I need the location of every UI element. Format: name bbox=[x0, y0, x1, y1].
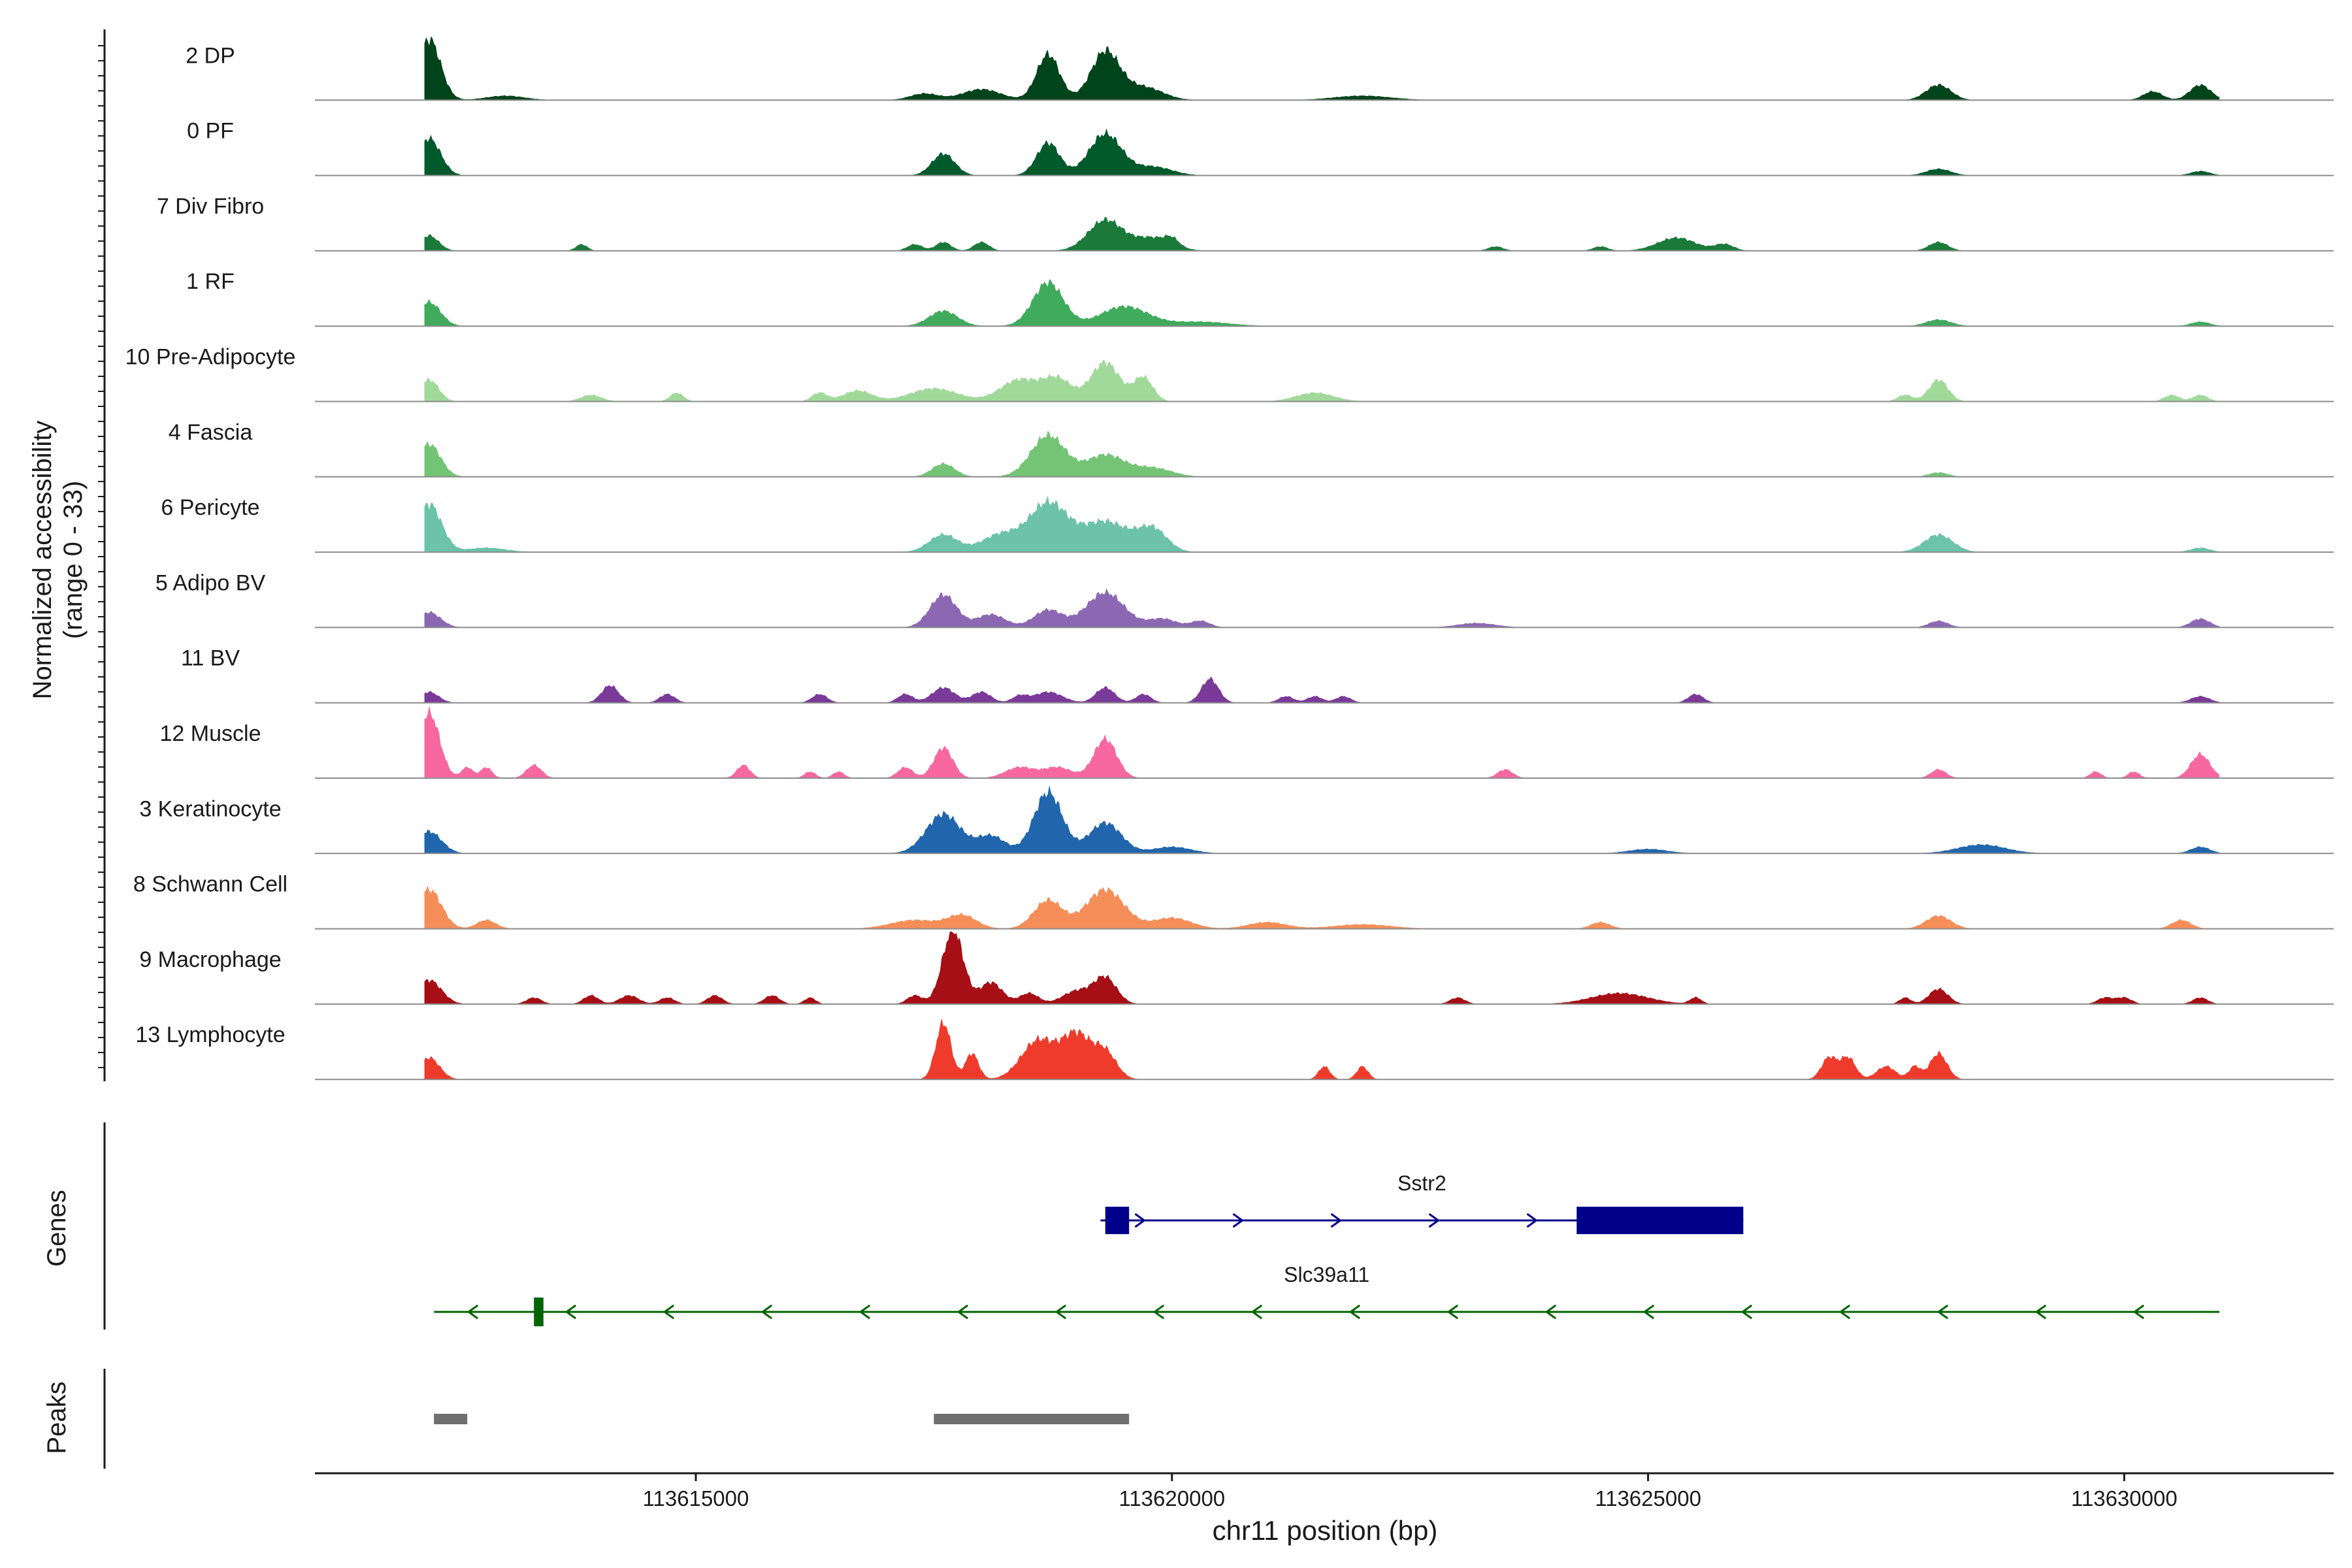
y-axis-range-label: (range 0 - 33) bbox=[59, 481, 88, 639]
track-label: 0 PF bbox=[187, 119, 234, 144]
track-coverage-area bbox=[424, 359, 2220, 402]
gene-exon bbox=[1576, 1207, 1744, 1234]
x-tick-label: 113615000 bbox=[643, 1486, 749, 1511]
strand-arrow bbox=[1526, 1213, 1539, 1228]
track-8: 5 Adipo BV bbox=[155, 570, 2334, 629]
track-11: 3 Keratinocyte bbox=[139, 785, 2334, 855]
track-label: 13 Lymphocyte bbox=[135, 1022, 285, 1047]
track-9: 11 BV bbox=[181, 646, 2334, 704]
strand-arrow bbox=[1152, 1304, 1165, 1320]
track-coverage-area bbox=[424, 36, 2220, 101]
track-label: 10 Pre-Adipocyte bbox=[125, 345, 296, 370]
gene-slc39a11: Slc39a11 bbox=[434, 1263, 2220, 1326]
track-label: 3 Keratinocyte bbox=[139, 796, 281, 821]
x-tick-label: 113620000 bbox=[1119, 1486, 1225, 1511]
track-coverage-area bbox=[424, 128, 2220, 176]
track-coverage-area bbox=[424, 216, 2220, 251]
track-13: 9 Macrophage bbox=[139, 931, 2334, 1005]
track-coverage-area bbox=[424, 279, 2220, 327]
strand-arrow bbox=[2034, 1304, 2047, 1320]
strand-arrow bbox=[760, 1304, 773, 1320]
strand-arrow bbox=[1232, 1213, 1245, 1228]
track-14: 13 Lymphocyte bbox=[135, 1018, 2334, 1081]
track-label: 7 Div Fibro bbox=[157, 194, 264, 219]
gene-label: Slc39a11 bbox=[1284, 1263, 1369, 1286]
track-3: 7 Div Fibro bbox=[157, 194, 2334, 252]
strand-arrow bbox=[1428, 1213, 1441, 1228]
coverage-y-axis bbox=[98, 29, 106, 1081]
strand-arrow bbox=[1936, 1304, 1949, 1320]
strand-arrow bbox=[1134, 1213, 1147, 1228]
track-label: 4 Fascia bbox=[169, 420, 253, 445]
strand-arrow bbox=[466, 1304, 479, 1320]
peak-region bbox=[934, 1414, 1130, 1424]
track-label: 8 Schwann Cell bbox=[133, 872, 287, 897]
gene-sstr2: Sstr2 bbox=[1100, 1171, 1744, 1234]
strand-arrow bbox=[1054, 1304, 1067, 1320]
strand-arrow bbox=[956, 1304, 969, 1320]
gene-label: Sstr2 bbox=[1397, 1171, 1446, 1195]
x-axis: 113615000 113620000 113625000 113630000 bbox=[315, 1472, 2334, 1511]
track-label: 1 RF bbox=[186, 269, 235, 294]
strand-arrow bbox=[1446, 1304, 1459, 1320]
track-label: 11 BV bbox=[181, 646, 240, 671]
track-10: 12 Muscle bbox=[160, 706, 2334, 779]
track-coverage-area bbox=[424, 931, 2220, 1004]
track-coverage-area bbox=[424, 785, 2220, 854]
x-tick-label: 113630000 bbox=[2071, 1486, 2178, 1511]
peak-region bbox=[434, 1414, 468, 1424]
strand-arrow bbox=[662, 1304, 675, 1320]
genes-panel: Sstr2 Slc39a11 bbox=[103, 1122, 2220, 1330]
track-5: 10 Pre-Adipocyte bbox=[125, 345, 2334, 402]
track-coverage-area bbox=[424, 588, 2220, 628]
strand-arrow bbox=[1250, 1304, 1263, 1320]
strand-arrow bbox=[1348, 1304, 1361, 1320]
peaks-panel-label: Peaks bbox=[42, 1381, 71, 1454]
track-label: 5 Adipo BV bbox=[155, 570, 266, 595]
strand-arrow bbox=[1740, 1304, 1753, 1320]
x-axis-label: chr11 position (bp) bbox=[1213, 1515, 1438, 1546]
track-label: 2 DP bbox=[186, 43, 235, 68]
track-6: 4 Fascia bbox=[169, 420, 2334, 478]
x-tick-label: 113625000 bbox=[1595, 1486, 1701, 1511]
track-label: 9 Macrophage bbox=[139, 947, 281, 972]
track-coverage-area bbox=[424, 495, 2220, 553]
y-axis-label: Normalized accessibility bbox=[28, 421, 57, 700]
peaks-panel bbox=[103, 1369, 1130, 1469]
track-2: 0 PF bbox=[187, 119, 2334, 176]
track-coverage-area bbox=[424, 706, 2220, 778]
strand-arrow bbox=[564, 1304, 577, 1320]
coverage-tracks: 2 DP 0 PF 7 Div Fibro 1 RF 10 Pre-Adipocyte 4… bbox=[125, 36, 2334, 1081]
strand-arrow bbox=[858, 1304, 871, 1320]
gene-exon bbox=[1105, 1207, 1130, 1234]
genes-panel-label: Genes bbox=[42, 1190, 71, 1267]
track-coverage-area bbox=[424, 431, 2220, 477]
strand-arrow bbox=[1544, 1304, 1557, 1320]
track-coverage-area bbox=[424, 885, 2220, 929]
track-coverage-area bbox=[424, 676, 2220, 703]
track-4: 1 RF bbox=[186, 269, 2334, 327]
strand-arrow bbox=[2132, 1304, 2145, 1320]
strand-arrow bbox=[1330, 1213, 1343, 1228]
track-label: 6 Pericyte bbox=[161, 495, 259, 520]
strand-arrow bbox=[1838, 1304, 1851, 1320]
strand-arrow bbox=[1642, 1304, 1655, 1320]
track-label: 12 Muscle bbox=[160, 721, 261, 746]
track-7: 6 Pericyte bbox=[161, 495, 2334, 553]
track-1: 2 DP bbox=[186, 36, 2334, 101]
track-12: 8 Schwann Cell bbox=[133, 872, 2334, 930]
gene-exon bbox=[534, 1298, 544, 1326]
track-coverage-area bbox=[424, 1018, 2220, 1080]
